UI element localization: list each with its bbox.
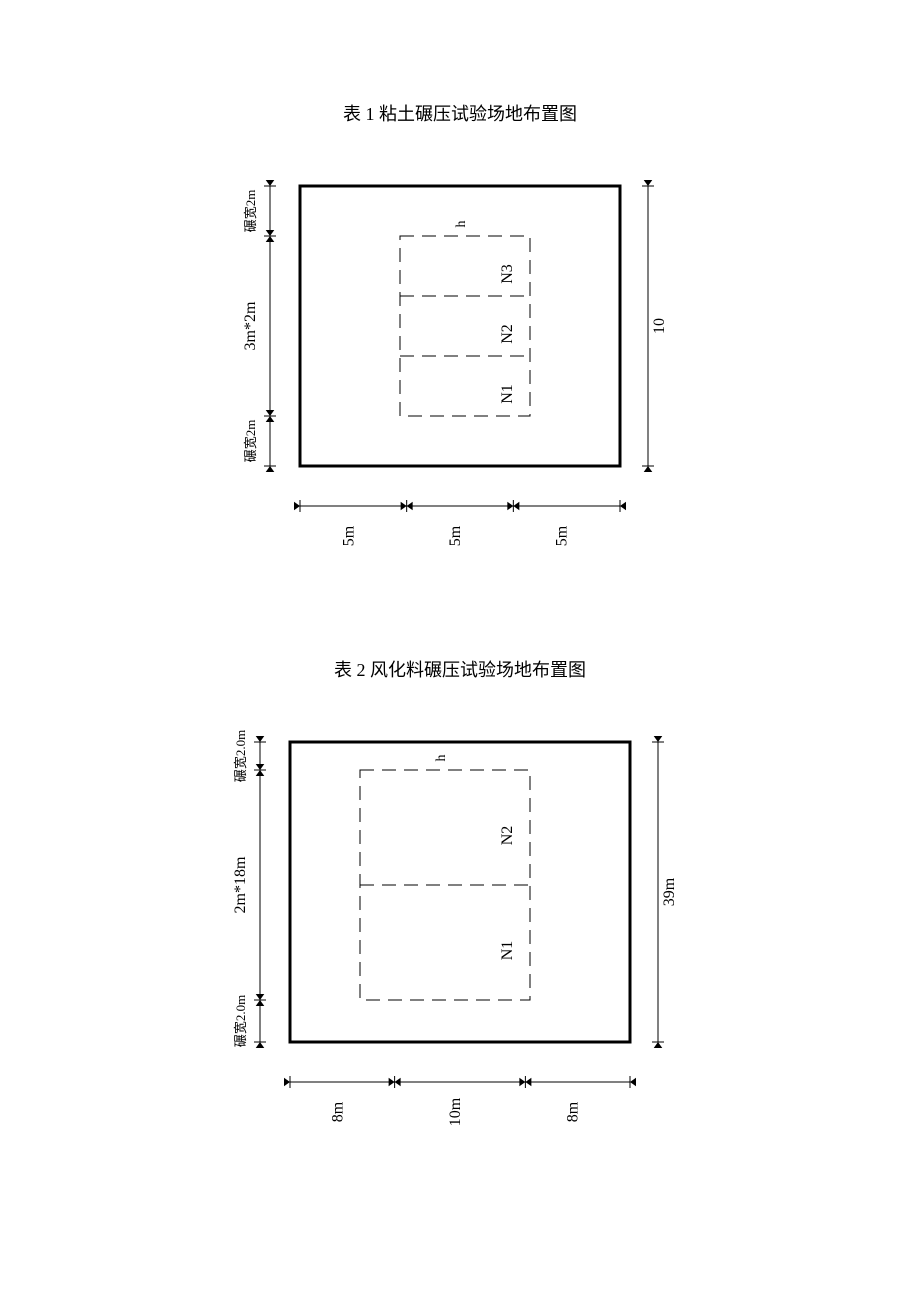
svg-text:N3: N3 — [499, 264, 516, 284]
fig1-diagram: N1 N2 N3 h 碾宽2m 3m*2m 碾宽2m 10 5m 5m 5m — [0, 166, 920, 586]
svg-text:h: h — [434, 755, 449, 762]
svg-text:5m: 5m — [554, 525, 571, 546]
svg-text:碾宽2.0m: 碾宽2.0m — [233, 730, 248, 782]
svg-text:碾宽2m: 碾宽2m — [243, 420, 258, 463]
svg-text:h: h — [454, 221, 469, 228]
svg-text:N2: N2 — [499, 826, 516, 846]
svg-text:碾宽2.0m: 碾宽2.0m — [233, 995, 248, 1047]
svg-text:39m: 39m — [661, 877, 678, 906]
svg-text:3m*2m: 3m*2m — [242, 301, 259, 350]
svg-text:8m: 8m — [329, 1101, 346, 1122]
fig2-diagram: N1 N2 h 碾宽2.0m 2m*18m 碾宽2.0m 39m 8m 10m 8m — [0, 722, 920, 1162]
svg-text:碾宽2m: 碾宽2m — [243, 190, 258, 233]
page: 表 1 粘土碾压试验场地布置图 N1 N2 N3 h 碾宽2m 3m*2m 碾宽2m 10 5m… — [0, 0, 920, 1312]
fig1-caption: 表 1 粘土碾压试验场地布置图 — [0, 100, 920, 126]
fig2-caption: 表 2 风化料碾压试验场地布置图 — [0, 656, 920, 682]
svg-text:N1: N1 — [499, 384, 516, 404]
svg-text:5m: 5m — [340, 525, 357, 546]
svg-text:N1: N1 — [499, 941, 516, 961]
svg-text:10m: 10m — [447, 1097, 464, 1126]
svg-text:8m: 8m — [565, 1101, 582, 1122]
svg-text:N2: N2 — [499, 324, 516, 344]
svg-text:5m: 5m — [447, 525, 464, 546]
svg-text:10: 10 — [651, 318, 668, 334]
svg-text:2m*18m: 2m*18m — [232, 856, 249, 913]
